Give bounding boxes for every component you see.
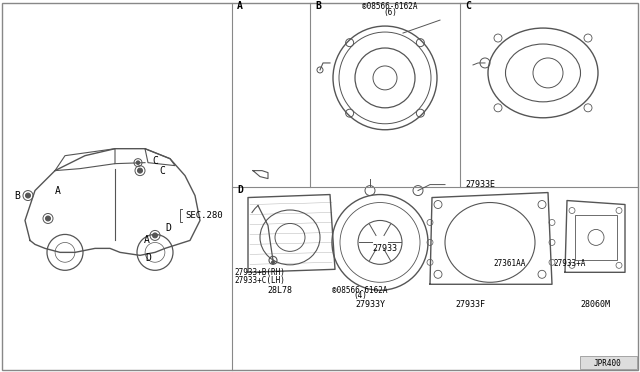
Text: (6): (6) — [383, 7, 397, 17]
Text: B: B — [315, 1, 321, 11]
Text: SEC.280: SEC.280 — [185, 211, 223, 220]
Circle shape — [26, 193, 31, 198]
Text: 27933+A: 27933+A — [554, 259, 586, 268]
Text: JPR400: JPR400 — [594, 359, 622, 368]
Text: C: C — [465, 1, 471, 11]
Text: (4): (4) — [353, 291, 367, 300]
Circle shape — [152, 233, 157, 238]
Text: 27933+C(LH): 27933+C(LH) — [235, 276, 285, 285]
Text: A: A — [55, 186, 61, 196]
Circle shape — [45, 216, 51, 221]
Text: A: A — [237, 1, 243, 11]
Text: A: A — [144, 235, 150, 246]
Circle shape — [138, 168, 143, 173]
Bar — [575, 215, 617, 260]
Text: 27933F: 27933F — [455, 300, 485, 309]
Text: D: D — [165, 224, 171, 234]
Text: B: B — [14, 190, 20, 201]
Text: 28L78: 28L78 — [268, 286, 292, 295]
Text: 28060M: 28060M — [580, 300, 610, 309]
Text: 27933+B(RH): 27933+B(RH) — [235, 268, 285, 277]
Text: C: C — [152, 155, 158, 166]
Bar — [580, 356, 637, 369]
Text: 27933E: 27933E — [465, 180, 495, 189]
Text: 27361AA: 27361AA — [494, 259, 526, 268]
Circle shape — [136, 161, 140, 164]
Text: ®08566-6162A: ®08566-6162A — [332, 286, 388, 295]
Text: 27933Y: 27933Y — [355, 300, 385, 309]
Text: D: D — [145, 253, 151, 263]
Text: 27933: 27933 — [372, 244, 397, 253]
Text: D: D — [237, 185, 243, 195]
Text: ®08566-6162A: ®08566-6162A — [362, 1, 418, 11]
Text: C: C — [159, 166, 165, 176]
Circle shape — [271, 260, 275, 264]
